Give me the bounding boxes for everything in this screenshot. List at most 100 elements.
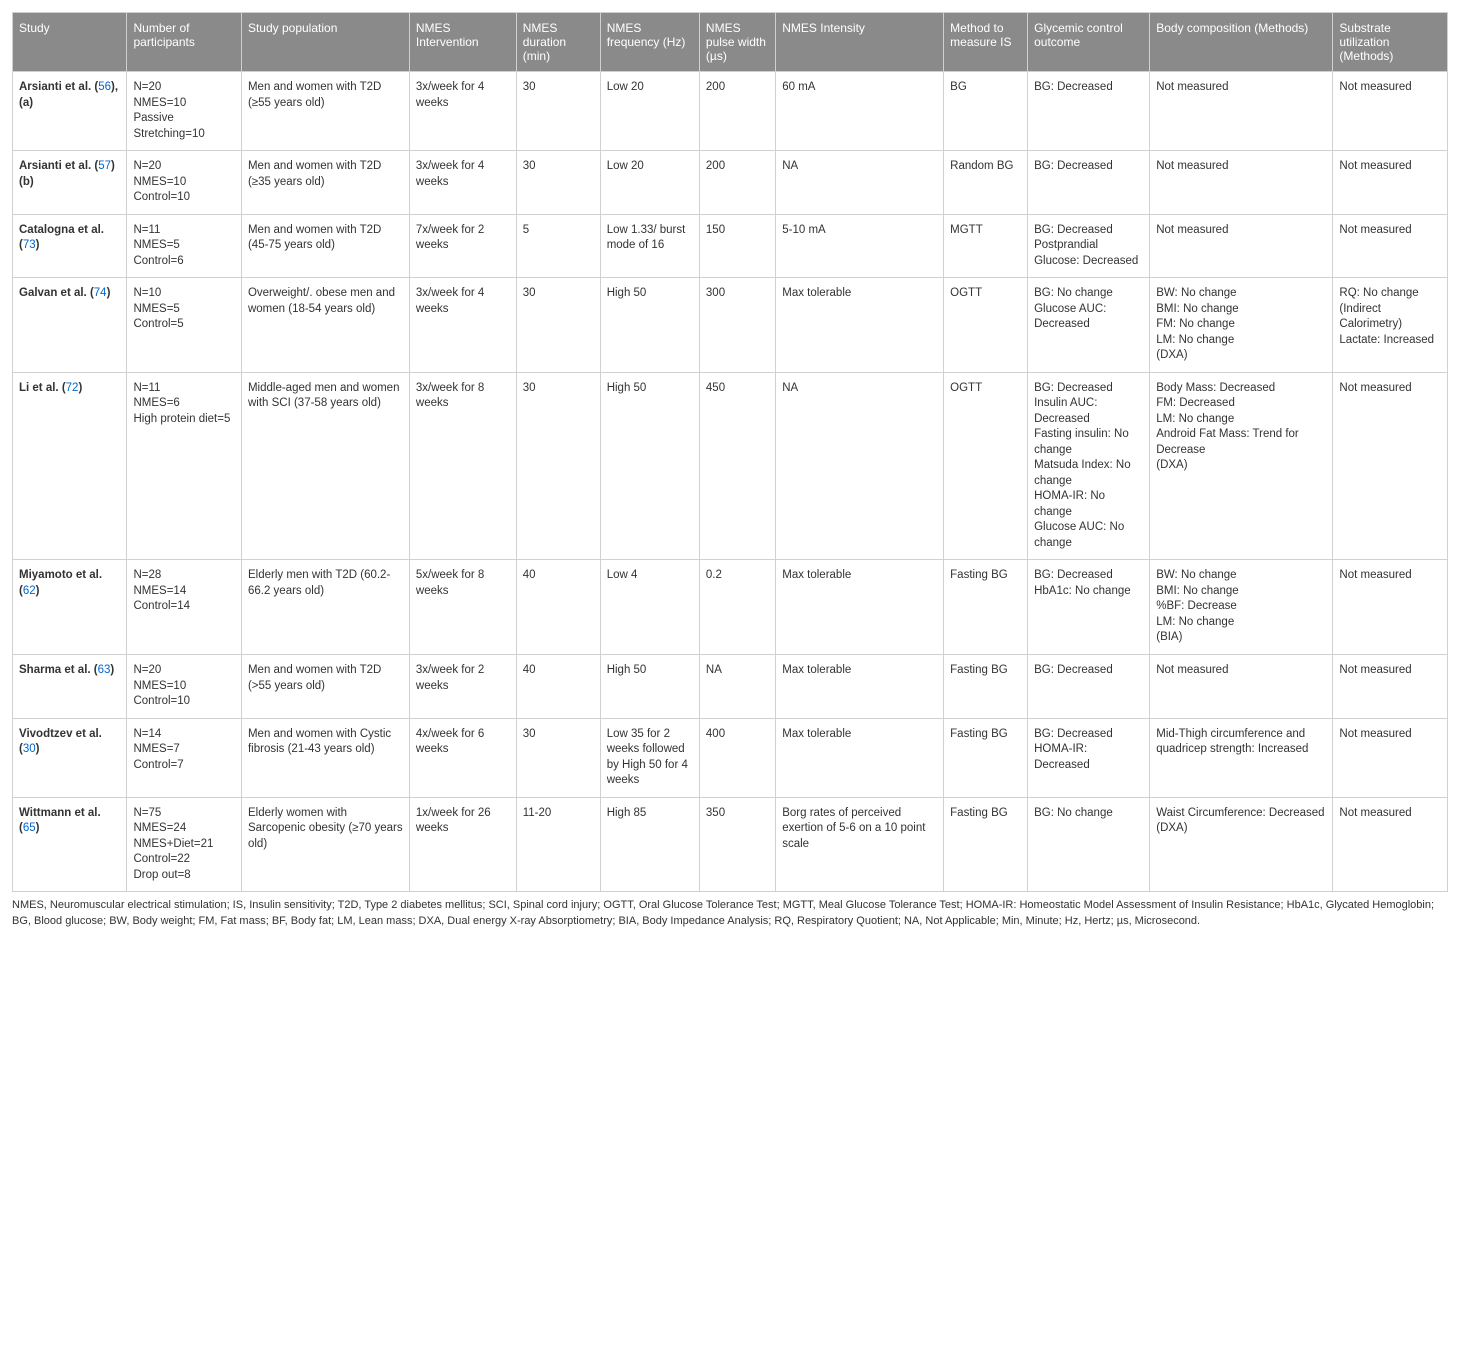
cell-frequency: High 85 [600,797,699,892]
column-header: Method to measure IS [944,13,1028,72]
study-ref[interactable]: 63 [98,664,111,676]
column-header: Glycemic control outcome [1028,13,1150,72]
cell-glycemic: BG: DecreasedInsulin AUC: DecreasedFasti… [1028,372,1150,560]
study-name-pre: Galvan et al. ( [19,287,94,299]
column-header: NMES duration (min) [516,13,600,72]
cell-method_is: OGTT [944,372,1028,560]
cell-intensity: Max tolerable [776,278,944,373]
cell-method_is: Fasting BG [944,654,1028,718]
study-name-post: ) [36,822,40,834]
study-cell: Catalogna et al. (73) [13,214,127,278]
study-cell: Arsianti et al. (57) (b) [13,151,127,215]
table-row: Arsianti et al. (56), (a)N=20NMES=10Pass… [13,72,1448,151]
study-ref[interactable]: 57 [98,160,111,172]
cell-intensity: NA [776,372,944,560]
cell-body_comp: Not measured [1150,654,1333,718]
cell-participants: N=11NMES=6High protein diet=5 [127,372,241,560]
cell-participants: N=75NMES=24NMES+Diet=21Control=22Drop ou… [127,797,241,892]
study-name-post: ) [36,585,40,597]
cell-intervention: 3x/week for 8 weeks [409,372,516,560]
cell-pulse_width: 150 [699,214,775,278]
cell-intervention: 5x/week for 8 weeks [409,560,516,655]
column-header: Substrate utilization (Methods) [1333,13,1448,72]
study-name-post: ) [110,664,114,676]
table-row: Sharma et al. (63)N=20NMES=10Control=10M… [13,654,1448,718]
cell-pulse_width: 200 [699,151,775,215]
cell-substrate: Not measured [1333,654,1448,718]
cell-intervention: 3x/week for 4 weeks [409,151,516,215]
cell-body_comp: Not measured [1150,72,1333,151]
cell-participants: N=14NMES=7Control=7 [127,718,241,797]
table-row: Vivodtzev et al. (30)N=14NMES=7Control=7… [13,718,1448,797]
cell-population: Men and women with T2D (≥35 years old) [241,151,409,215]
cell-glycemic: BG: DecreasedPostprandial Glucose: Decre… [1028,214,1150,278]
cell-population: Overweight/. obese men and women (18-54 … [241,278,409,373]
cell-duration: 40 [516,560,600,655]
cell-method_is: Fasting BG [944,797,1028,892]
column-header: NMES frequency (Hz) [600,13,699,72]
cell-intensity: Max tolerable [776,718,944,797]
table-row: Catalogna et al. (73)N=11NMES=5Control=6… [13,214,1448,278]
cell-population: Men and women with Cystic fibrosis (21-4… [241,718,409,797]
cell-method_is: Fasting BG [944,560,1028,655]
cell-intensity: 5-10 mA [776,214,944,278]
cell-duration: 30 [516,278,600,373]
cell-intensity: Borg rates of perceived exertion of 5-6 … [776,797,944,892]
cell-population: Elderly women with Sarcopenic obesity (≥… [241,797,409,892]
cell-intervention: 3x/week for 2 weeks [409,654,516,718]
cell-substrate: Not measured [1333,72,1448,151]
cell-intervention: 7x/week for 2 weeks [409,214,516,278]
table-row: Wittmann et al. (65)N=75NMES=24NMES+Diet… [13,797,1448,892]
study-name-pre: Arsianti et al. ( [19,81,98,93]
study-ref[interactable]: 30 [23,743,36,755]
table-footnote: NMES, Neuromuscular electrical stimulati… [12,898,1448,929]
study-ref[interactable]: 72 [66,382,79,394]
column-header: Study [13,13,127,72]
cell-participants: N=20NMES=10Control=10 [127,151,241,215]
cell-glycemic: BG: Decreased [1028,151,1150,215]
cell-frequency: Low 4 [600,560,699,655]
table-header-row: StudyNumber of participantsStudy populat… [13,13,1448,72]
study-name-post: ) [36,743,40,755]
study-name-pre: Li et al. ( [19,382,66,394]
cell-body_comp: BW: No changeBMI: No changeFM: No change… [1150,278,1333,373]
cell-participants: N=28NMES=14Control=14 [127,560,241,655]
table-row: Miyamoto et al. (62)N=28NMES=14Control=1… [13,560,1448,655]
study-ref[interactable]: 65 [23,822,36,834]
cell-pulse_width: NA [699,654,775,718]
cell-pulse_width: 350 [699,797,775,892]
cell-population: Men and women with T2D (>55 years old) [241,654,409,718]
study-ref[interactable]: 56 [98,81,111,93]
cell-intensity: 60 mA [776,72,944,151]
cell-intervention: 4x/week for 6 weeks [409,718,516,797]
cell-population: Men and women with T2D (45-75 years old) [241,214,409,278]
cell-frequency: Low 20 [600,72,699,151]
cell-glycemic: BG: Decreased [1028,72,1150,151]
study-cell: Li et al. (72) [13,372,127,560]
cell-substrate: Not measured [1333,214,1448,278]
cell-substrate: Not measured [1333,372,1448,560]
cell-method_is: BG [944,72,1028,151]
cell-body_comp: BW: No changeBMI: No change%BF: Decrease… [1150,560,1333,655]
cell-body_comp: Not measured [1150,214,1333,278]
cell-pulse_width: 300 [699,278,775,373]
cell-duration: 11-20 [516,797,600,892]
cell-method_is: Fasting BG [944,718,1028,797]
cell-substrate: Not measured [1333,560,1448,655]
column-header: Number of participants [127,13,241,72]
cell-frequency: High 50 [600,654,699,718]
cell-pulse_width: 400 [699,718,775,797]
study-cell: Sharma et al. (63) [13,654,127,718]
cell-intervention: 1x/week for 26 weeks [409,797,516,892]
cell-body_comp: Waist Circumference: Decreased(DXA) [1150,797,1333,892]
study-ref[interactable]: 74 [94,287,107,299]
study-name-post: ) [78,382,82,394]
cell-population: Elderly men with T2D (60.2-66.2 years ol… [241,560,409,655]
cell-body_comp: Mid-Thigh circumference and quadricep st… [1150,718,1333,797]
study-ref[interactable]: 62 [23,585,36,597]
table-row: Arsianti et al. (57) (b)N=20NMES=10Contr… [13,151,1448,215]
cell-substrate: Not measured [1333,797,1448,892]
table-row: Li et al. (72)N=11NMES=6High protein die… [13,372,1448,560]
study-cell: Vivodtzev et al. (30) [13,718,127,797]
study-ref[interactable]: 73 [23,239,36,251]
